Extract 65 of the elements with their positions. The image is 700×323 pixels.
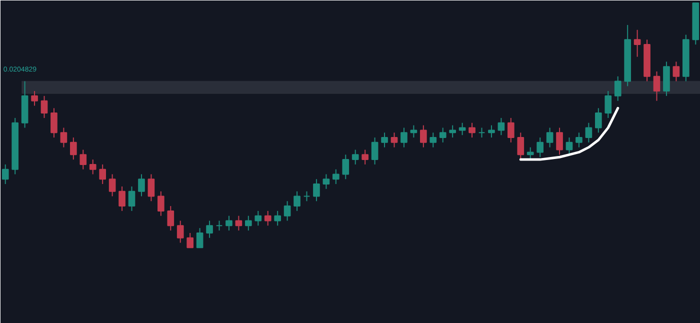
candlestick [410, 124, 418, 138]
candlestick [342, 154, 350, 180]
candlestick [390, 132, 398, 148]
candlestick [362, 149, 368, 165]
candlestick [254, 210, 262, 226]
candlestick [2, 164, 9, 185]
candlestick [128, 186, 136, 212]
candlestick [118, 186, 126, 212]
candlestick [517, 132, 524, 160]
candlestick [89, 159, 96, 175]
candlestick [313, 178, 320, 202]
candlestick [50, 108, 58, 138]
candlestick [595, 108, 602, 134]
candlestick [400, 127, 408, 148]
candlestick [235, 215, 242, 232]
candlestick [556, 127, 563, 156]
candlestick [226, 215, 232, 232]
candlestick [420, 124, 427, 148]
candlestick [458, 122, 466, 136]
candlestick [498, 117, 505, 136]
candlestick [99, 164, 106, 185]
candlestick [546, 127, 554, 148]
candlestick [604, 90, 612, 118]
candlestick [167, 206, 174, 232]
candlestick [508, 117, 514, 143]
candlestick [536, 137, 544, 158]
candlestick [332, 168, 340, 185]
candlestick [614, 76, 622, 102]
candlestick [284, 200, 291, 222]
candlestick [148, 174, 155, 202]
candlestick [576, 132, 582, 148]
candlestick [294, 190, 300, 212]
candlestick [138, 174, 145, 197]
candlestick [566, 137, 573, 156]
candlestick [478, 127, 486, 138]
candlestick [196, 228, 204, 248]
candlestick [40, 95, 48, 118]
candlestick [70, 137, 77, 160]
candlestick [526, 146, 534, 160]
candlestick [634, 29, 641, 58]
candlestick [80, 149, 87, 170]
candlestick [439, 127, 446, 143]
candlestick [352, 149, 359, 165]
candlestick [158, 190, 164, 216]
candlestick [60, 127, 68, 148]
candlestick [653, 70, 660, 102]
candlestick [108, 174, 116, 197]
candlestick [322, 174, 330, 190]
candlestick [274, 210, 281, 226]
candlestick [245, 215, 252, 232]
candlestick [672, 61, 680, 82]
candlestick [186, 232, 194, 248]
candlestick [206, 220, 213, 238]
candlestick [468, 122, 476, 138]
candlestick [381, 132, 388, 148]
candlestick [488, 124, 495, 138]
candlestick [176, 220, 184, 244]
candlestick [449, 124, 456, 138]
candlestick [303, 190, 310, 202]
candlestick [216, 220, 223, 232]
candlestick [430, 132, 437, 148]
candlestick [31, 90, 38, 106]
candlestick [371, 137, 378, 165]
candlestick [264, 210, 272, 226]
candlestick [585, 122, 592, 143]
